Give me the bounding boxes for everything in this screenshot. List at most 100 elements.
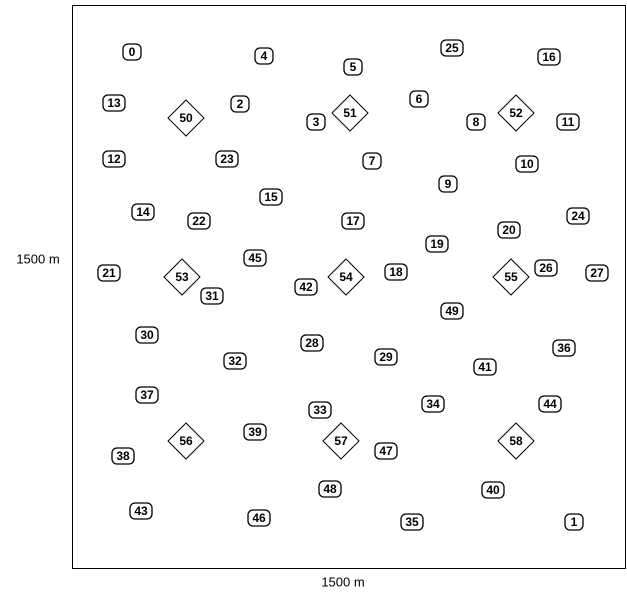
node-label: 1 [571,515,578,529]
node-label: 34 [426,397,440,411]
node-box [409,90,429,108]
node-box [247,509,271,527]
node-box [111,447,135,465]
node-label: 6 [416,92,423,106]
node-label: 58 [509,434,523,448]
node-box [374,442,398,460]
node-box [481,481,505,499]
node-label: 21 [102,266,116,280]
node-box [122,43,142,61]
station-diamond [327,258,365,296]
node-label: 49 [445,304,459,318]
station-diamond [492,258,530,296]
node-label: 18 [389,265,403,279]
node-label: 47 [379,444,393,458]
node-label: 57 [334,434,348,448]
node-box [97,264,121,282]
node-label: 27 [590,266,604,280]
node-box [556,113,580,131]
node-label: 48 [323,482,337,496]
node-label: 19 [430,237,444,251]
node-label: 15 [264,190,278,204]
node-label: 56 [179,434,193,448]
node-box [102,94,126,112]
y-axis-label: 1500 m [16,251,59,266]
node-label: 24 [571,209,585,223]
node-label: 32 [228,354,242,368]
node-label: 26 [539,261,553,275]
node-box [306,113,326,131]
node-label: 28 [305,336,319,350]
node-label: 14 [136,205,150,219]
node-box [552,339,576,357]
node-box [215,150,239,168]
node-label: 8 [473,115,480,129]
node-box [400,513,424,531]
node-box [341,212,365,230]
node-label: 51 [343,106,357,120]
node-box [129,502,153,520]
station-diamond [497,422,535,460]
node-box [200,287,224,305]
node-label: 17 [346,214,360,228]
node-box [131,203,155,221]
node-label: 36 [557,341,571,355]
node-label: 46 [252,511,266,525]
node-box [300,334,324,352]
area-frame [72,5,626,569]
node-label: 39 [248,425,262,439]
node-box [343,58,363,76]
node-box [438,175,458,193]
station-diamond [497,94,535,132]
node-label: 50 [179,111,193,125]
node-box [230,95,250,113]
node-label: 25 [445,41,459,55]
node-label: 12 [107,152,121,166]
node-box [421,395,445,413]
node-label: 4 [261,49,268,63]
node-box [538,395,562,413]
station-diamond [322,422,360,460]
station-diamond [163,258,201,296]
node-box [564,513,584,531]
node-label: 38 [116,449,130,463]
node-box [259,188,283,206]
node-box [384,263,408,281]
station-diamond [167,422,205,460]
node-box [374,348,398,366]
node-label: 11 [562,115,575,129]
node-label: 45 [248,251,262,265]
node-box [187,212,211,230]
node-box [515,155,539,173]
node-label: 29 [379,350,393,364]
node-box [362,152,382,170]
node-label: 35 [405,515,419,529]
node-box [308,401,332,419]
node-label: 33 [313,403,327,417]
node-box [102,150,126,168]
node-label: 52 [509,106,523,120]
node-label: 30 [140,328,154,342]
station-diamond [167,99,205,137]
node-box [466,113,486,131]
node-box [497,221,521,239]
node-box [135,386,159,404]
node-label: 54 [339,270,353,284]
node-label: 42 [299,280,313,294]
x-axis-label: 1500 m [321,574,364,589]
node-box [537,48,561,66]
node-label: 44 [543,397,557,411]
node-box [566,207,590,225]
node-box [243,249,267,267]
node-box [440,302,464,320]
node-box [585,264,609,282]
node-label: 7 [369,154,376,168]
node-label: 43 [134,504,148,518]
node-label: 0 [129,45,136,59]
node-label: 13 [107,96,121,110]
node-label: 41 [478,360,492,374]
node-label: 16 [542,50,556,64]
node-box [534,259,558,277]
node-box [473,358,497,376]
